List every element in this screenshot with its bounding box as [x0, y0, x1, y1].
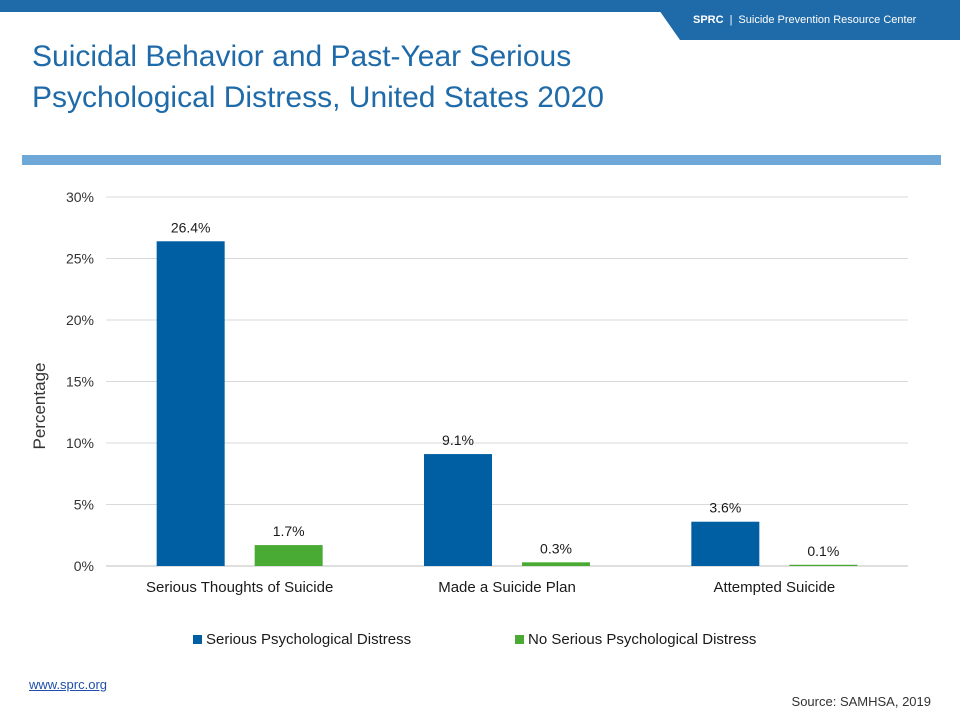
bar-spd	[156, 241, 225, 566]
legend: Serious Psychological Distress No Seriou…	[0, 631, 960, 651]
x-tick-label: Attempted Suicide	[713, 579, 835, 596]
y-tick-label: 20%	[66, 312, 94, 328]
y-axis-title: Percentage	[30, 362, 49, 450]
bar-spd	[424, 454, 492, 566]
bar-no-spd	[522, 562, 590, 566]
y-tick-labels: 0% 5% 10% 15% 20% 25% 30%	[66, 189, 94, 574]
legend-item-no-spd: No Serious Psychological Distress	[515, 631, 756, 648]
header-org-name: Suicide Prevention Resource Center	[738, 14, 917, 26]
bars	[156, 241, 858, 566]
y-tick-label: 25%	[66, 251, 94, 267]
x-tick-label: Made a Suicide Plan	[438, 579, 576, 596]
y-tick-label: 0%	[74, 558, 94, 574]
value-label: 3.6%	[709, 500, 741, 516]
value-labels: 26.4% 1.7% 9.1% 0.3% 3.6% 0.1%	[171, 219, 839, 558]
legend-swatch-no-spd	[515, 635, 524, 644]
bar-spd	[691, 521, 760, 566]
legend-label-no-spd: No Serious Psychological Distress	[528, 631, 757, 648]
bar-no-spd	[789, 564, 858, 566]
title-rule	[22, 155, 941, 165]
x-tick-label: Serious Thoughts of Suicide	[146, 579, 333, 596]
legend-item-spd: Serious Psychological Distress	[193, 631, 411, 648]
value-label: 26.4%	[171, 219, 211, 235]
bar-chart: 0% 5% 10% 15% 20% 25% 30% 26.4% 1.7% 9.1% 0.3% 3.6…	[66, 189, 908, 596]
header-separator: |	[729, 14, 733, 26]
source-note: Source: SAMHSA, 2019	[791, 694, 931, 709]
gridlines	[106, 196, 908, 567]
y-tick-label: 15%	[66, 374, 94, 390]
y-tick-label: 30%	[66, 189, 94, 205]
header-tab	[652, 0, 960, 40]
x-tick-labels: Serious Thoughts of Suicide Made a Suicid…	[146, 579, 835, 596]
legend-swatch-spd	[193, 635, 202, 644]
value-label: 1.7%	[273, 523, 305, 539]
header-org-short: SPRC	[693, 14, 724, 26]
value-label: 0.1%	[807, 543, 839, 559]
bar-no-spd	[254, 545, 323, 566]
website-link[interactable]: www.sprc.org	[29, 677, 108, 692]
value-label: 0.3%	[540, 540, 572, 556]
y-tick-label: 5%	[74, 497, 94, 513]
legend-label-spd: Serious Psychological Distress	[206, 631, 412, 648]
y-tick-label: 10%	[66, 435, 94, 451]
value-label: 9.1%	[442, 432, 474, 448]
chart-title: Suicidal Behavior and Past-Year Serious …	[32, 40, 604, 114]
header-org: SPRC | Suicide Prevention Resource Center	[693, 14, 916, 26]
